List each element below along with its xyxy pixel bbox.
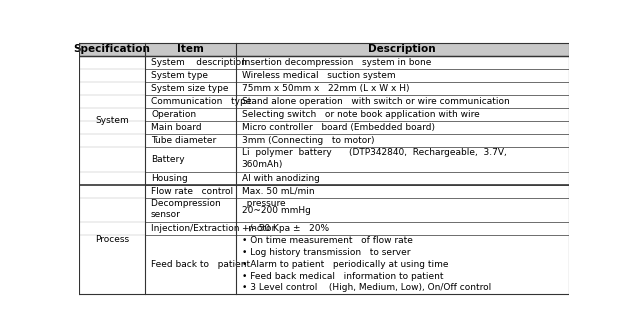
Text: Li  polymer  battery      (DTP342840,  Rechargeable,  3.7V,
360mAh): Li polymer battery (DTP342840, Rechargea… xyxy=(241,148,506,169)
Text: Wireless medical   suction system: Wireless medical suction system xyxy=(241,71,395,80)
Text: Feed back to   patient: Feed back to patient xyxy=(151,260,250,269)
Text: Communication   type: Communication type xyxy=(151,97,252,106)
Bar xyxy=(79,56,569,69)
Text: System size type: System size type xyxy=(151,84,229,93)
Text: System: System xyxy=(95,116,129,125)
Text: Operation: Operation xyxy=(151,110,196,119)
Bar xyxy=(79,95,569,108)
Bar xyxy=(79,235,569,294)
Text: Al with anodizing: Al with anodizing xyxy=(241,174,320,183)
Text: Decompression         pressure
sensor: Decompression pressure sensor xyxy=(151,199,286,219)
Bar xyxy=(79,147,569,171)
Text: Flow rate   control: Flow rate control xyxy=(151,187,233,196)
Text: Specification: Specification xyxy=(73,44,150,54)
Text: Injection/Extraction   motor: Injection/Extraction motor xyxy=(151,224,276,233)
Bar xyxy=(79,185,569,198)
Bar xyxy=(79,82,569,95)
Bar xyxy=(79,121,569,134)
Text: Housing: Housing xyxy=(151,174,188,183)
Text: 20~200 mmHg: 20~200 mmHg xyxy=(241,205,310,214)
Bar xyxy=(79,222,569,235)
Text: Micro controller   board (Embedded board): Micro controller board (Embedded board) xyxy=(241,123,435,132)
Text: Battery: Battery xyxy=(151,155,185,164)
Text: +/- 50 Kpa ±   20%: +/- 50 Kpa ± 20% xyxy=(241,224,329,233)
Text: Tube diameter: Tube diameter xyxy=(151,136,216,145)
Text: Stand alone operation   with switch or wire communication: Stand alone operation with switch or wir… xyxy=(241,97,509,106)
Bar xyxy=(79,134,569,147)
Text: 75mm x 50mm x   22mm (L x W x H): 75mm x 50mm x 22mm (L x W x H) xyxy=(241,84,409,93)
Text: Max. 50 mL/min: Max. 50 mL/min xyxy=(241,187,314,196)
Text: 3mm (Connecting   to motor): 3mm (Connecting to motor) xyxy=(241,136,374,145)
Text: System type: System type xyxy=(151,71,208,80)
Text: Process: Process xyxy=(95,235,129,244)
Text: Insertion decompression   system in bone: Insertion decompression system in bone xyxy=(241,58,431,67)
Text: Main board: Main board xyxy=(151,123,202,132)
Bar xyxy=(79,43,569,56)
Text: • On time measurement   of flow rate
• Log history transmission   to server
• Al: • On time measurement of flow rate • Log… xyxy=(241,236,491,292)
Bar xyxy=(79,198,569,222)
Bar xyxy=(79,108,569,121)
Text: Selecting switch   or note book application with wire: Selecting switch or note book applicatio… xyxy=(241,110,479,119)
Bar xyxy=(79,171,569,185)
Text: System    description: System description xyxy=(151,58,247,67)
Text: Item: Item xyxy=(177,44,204,54)
Text: Description: Description xyxy=(368,44,436,54)
Bar xyxy=(79,69,569,82)
